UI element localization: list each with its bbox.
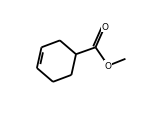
Text: O: O (101, 23, 108, 32)
Text: O: O (105, 62, 112, 71)
